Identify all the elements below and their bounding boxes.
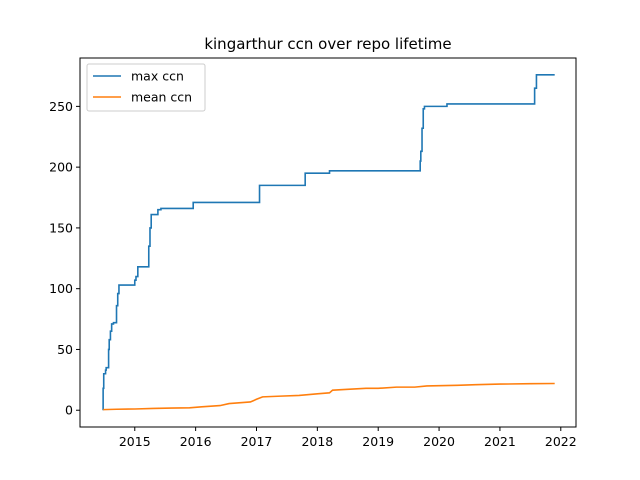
- x-tick-label: 2018: [301, 434, 333, 449]
- y-tick-label: 200: [49, 160, 73, 175]
- x-tick-label: 2015: [119, 434, 151, 449]
- x-tick-label: 2020: [423, 434, 455, 449]
- y-tick-label: 50: [57, 342, 73, 357]
- legend-label: mean ccn: [131, 90, 192, 105]
- y-tick-label: 250: [49, 99, 73, 114]
- y-tick-label: 0: [65, 403, 73, 418]
- plot-frame: [79, 57, 577, 428]
- x-tick-label: 2017: [241, 434, 273, 449]
- legend: max ccn mean ccn: [86, 63, 206, 112]
- y-tick-label: 150: [49, 220, 73, 235]
- series-layer: [102, 73, 555, 411]
- x-tick-label: 2016: [180, 434, 212, 449]
- x-axis: 2015 2016 2017 2018 2019 2020 2021 2022: [119, 427, 577, 449]
- y-tick-label: 100: [49, 281, 73, 296]
- x-tick-label: 2021: [484, 434, 516, 449]
- series-line-mean-ccn: [103, 382, 555, 411]
- legend-label: max ccn: [131, 69, 184, 84]
- y-axis: 0 50 100 150 200 250: [49, 99, 80, 418]
- x-tick-label: 2019: [362, 434, 394, 449]
- x-tick-label: 2022: [545, 434, 577, 449]
- series-line-max-ccn: [102, 73, 555, 411]
- chart-title: kingarthur ccn over repo lifetime: [204, 35, 451, 53]
